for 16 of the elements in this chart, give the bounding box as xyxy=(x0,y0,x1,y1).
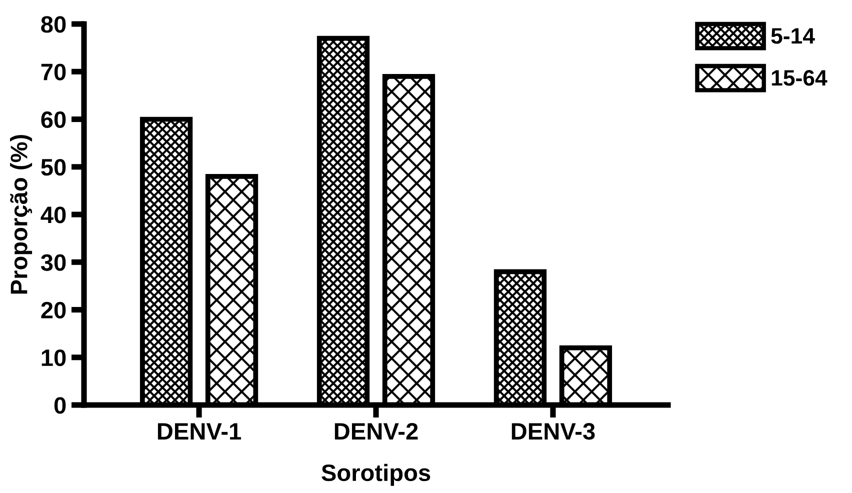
y-tick-label: 20 xyxy=(41,302,66,319)
y-tick-label: 70 xyxy=(41,64,66,80)
x-tick-label: DENV-2 xyxy=(334,422,418,440)
y-tick-label: 80 xyxy=(41,16,66,33)
y-tick-label: 30 xyxy=(40,254,66,271)
y-tick-label: 50 xyxy=(41,158,66,176)
x-tick-label: DENV-3 xyxy=(512,422,595,440)
y-tick-label: 60 xyxy=(41,111,66,128)
y-tick-label: 0 xyxy=(54,397,66,414)
legend-label: 15-64 xyxy=(772,70,828,86)
y-tick-label: 40 xyxy=(40,206,66,224)
x-tick-label: DENV-1 xyxy=(158,423,242,440)
y-tick-label: 10 xyxy=(42,349,66,366)
legend-label: 5-14 xyxy=(771,28,815,44)
y-axis-title: Proporção (%) xyxy=(10,134,32,294)
x-axis-title: Sorotipos xyxy=(322,464,430,486)
